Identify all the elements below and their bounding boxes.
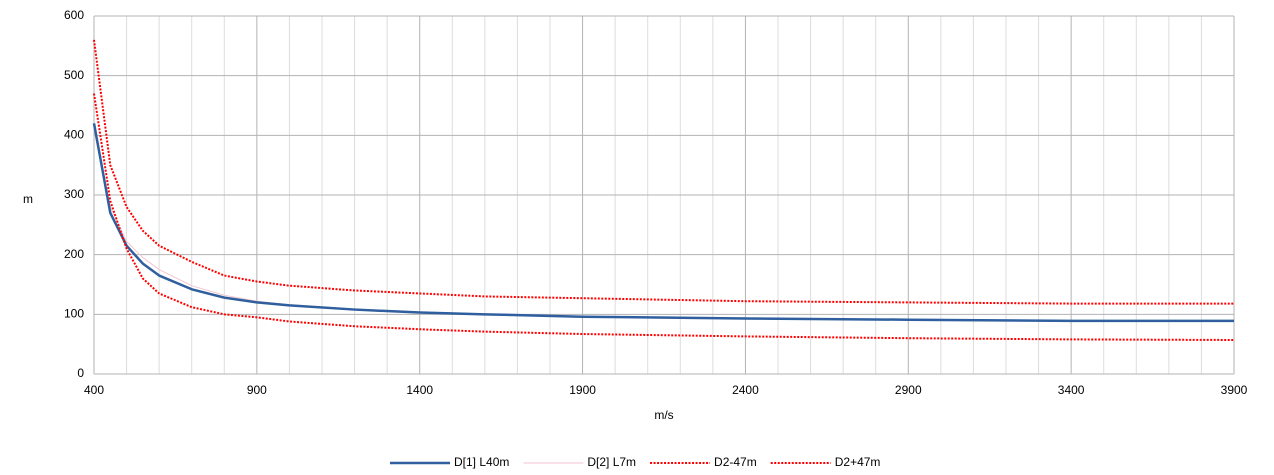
series-line xyxy=(93,39,1234,305)
legend-label: D[2] L7m xyxy=(587,455,636,469)
y-tick-label: 400 xyxy=(64,128,84,142)
x-tick-label: 1900 xyxy=(569,383,596,397)
y-tick-label: 600 xyxy=(64,8,84,22)
series-line xyxy=(92,123,1234,323)
legend-label: D2+47m xyxy=(835,455,881,469)
y-tick-label: 500 xyxy=(64,68,84,82)
x-tick-label: 3900 xyxy=(1221,383,1248,397)
y-tick-label: 0 xyxy=(77,366,84,380)
series-line xyxy=(93,129,1234,322)
x-tick-label: 900 xyxy=(247,383,267,397)
legend-label: D[1] L40m xyxy=(454,455,509,469)
y-tick-label: 100 xyxy=(64,307,84,321)
x-tick-label: 400 xyxy=(84,383,104,397)
x-tick-label: 1400 xyxy=(406,383,433,397)
x-tick-label: 2400 xyxy=(732,383,759,397)
y-tick-label: 300 xyxy=(64,187,84,201)
y-tick-label: 200 xyxy=(64,247,84,261)
legend-label: D2-47m xyxy=(714,455,757,469)
x-axis-label: m/s xyxy=(654,408,673,422)
x-tick-label: 2900 xyxy=(895,383,922,397)
x-tick-label: 3400 xyxy=(1058,383,1085,397)
y-axis-label: m xyxy=(23,192,33,206)
